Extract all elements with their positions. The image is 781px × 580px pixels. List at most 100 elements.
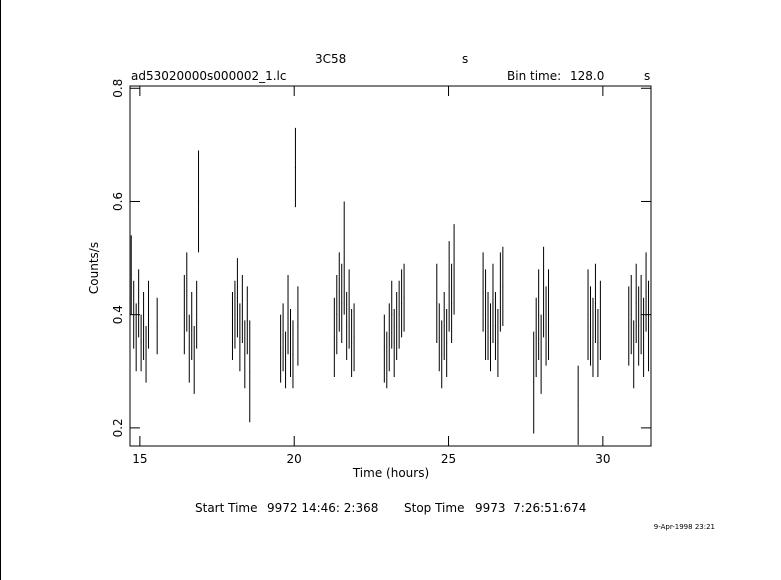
data-point (587, 269, 589, 360)
data-point (647, 280, 650, 372)
data-point (535, 297, 537, 377)
data-point (597, 309, 599, 377)
data-point (156, 297, 158, 355)
data-point (383, 314, 385, 383)
data-point (393, 309, 395, 377)
data-point (191, 292, 193, 360)
data-point (638, 286, 640, 366)
plot-frame (129, 85, 652, 447)
data-point (643, 297, 645, 377)
data-point (244, 320, 246, 389)
data-point (234, 280, 236, 349)
data-point (547, 269, 550, 360)
data-point (482, 252, 484, 332)
data-point (543, 246, 545, 338)
data-point (351, 309, 353, 377)
data-point (589, 286, 592, 366)
data-point (294, 127, 296, 208)
data-point (130, 235, 132, 315)
data-point (494, 292, 496, 360)
data-point (246, 286, 248, 355)
data-point (533, 331, 535, 434)
footer-date: 9-Apr-1998 23:21 (654, 523, 715, 531)
y-axis-label: Counts/s (87, 242, 101, 294)
data-point (231, 292, 234, 360)
x-tick-label: 15 (132, 452, 147, 466)
y-tick-label: 0.2 (111, 418, 125, 437)
data-point (502, 246, 504, 326)
data-point (592, 297, 594, 377)
data-point (135, 303, 137, 372)
bin-time: 128.0 (570, 69, 604, 83)
x-axis-label: Time (hours) (352, 466, 429, 480)
bin-time-unit: s (644, 69, 650, 83)
data-point (448, 241, 450, 332)
data-point (338, 252, 340, 332)
data-point (140, 314, 142, 372)
data-point (193, 326, 195, 394)
data-point (633, 320, 635, 389)
data-point (346, 292, 348, 360)
data-point (645, 252, 647, 332)
data-point (188, 314, 190, 383)
data-point (186, 252, 188, 332)
data-point (249, 320, 251, 423)
data-point (538, 269, 540, 360)
data-point (396, 292, 398, 360)
data-point (348, 269, 350, 349)
data-point (297, 286, 299, 366)
chart-title: 3C58 (315, 52, 346, 66)
data-point (499, 252, 501, 332)
data-point (497, 309, 499, 377)
data-point (441, 320, 443, 389)
data-point (333, 297, 335, 377)
data-point (353, 303, 355, 372)
data-point (545, 286, 547, 366)
file-name: ad53020000s000002_1.lc (131, 69, 287, 83)
data-point (635, 263, 637, 343)
x-tick-label: 25 (441, 452, 456, 466)
data-point (386, 331, 388, 389)
data-point (599, 280, 601, 360)
data-point (285, 331, 287, 389)
data-point (453, 224, 455, 315)
data-point (282, 303, 284, 372)
data-point (183, 275, 185, 355)
data-point (640, 275, 642, 355)
x-tick-label: 30 (595, 452, 610, 466)
data-point (487, 292, 489, 360)
data-point (241, 275, 243, 343)
data-point (594, 263, 596, 343)
data-point (336, 275, 338, 355)
data-point (236, 258, 238, 338)
data-point (341, 263, 343, 343)
data-point (446, 309, 448, 377)
y-tick-label: 0.4 (111, 305, 125, 324)
data-point (280, 314, 282, 383)
data-point (436, 263, 438, 343)
data-point (398, 280, 400, 349)
data-point (492, 263, 494, 343)
start-label: Start Time (195, 501, 258, 515)
data-point (630, 275, 632, 355)
data-point (577, 365, 579, 445)
y-tick-label: 0.8 (111, 79, 125, 98)
data-point (239, 303, 241, 372)
stop-label: Stop Time (404, 501, 464, 515)
data-point (485, 269, 487, 360)
data-point (540, 314, 542, 394)
stop-time: 9973 7:26:51:674 (475, 501, 586, 515)
data-point (388, 303, 390, 372)
data-point (289, 309, 292, 377)
data-point (438, 303, 440, 372)
bin-time-label: Bin time: (507, 69, 561, 83)
data-point (489, 303, 492, 372)
data-point (143, 292, 145, 360)
title-unit: s (462, 52, 468, 66)
data-point (133, 280, 135, 349)
data-point (145, 326, 147, 383)
y-tick-label: 0.6 (111, 192, 125, 211)
x-tick-label: 20 (287, 452, 302, 466)
data-point (391, 280, 393, 349)
